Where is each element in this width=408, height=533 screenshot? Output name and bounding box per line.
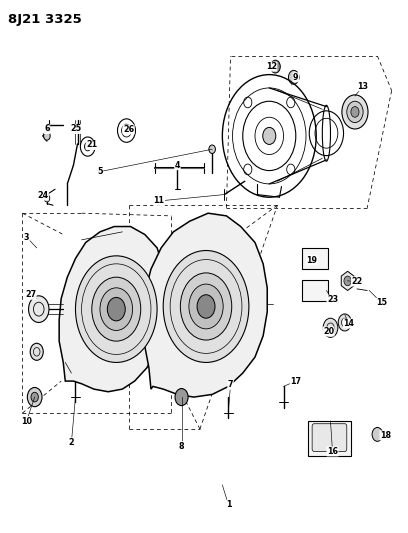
Text: 21: 21 — [86, 141, 98, 149]
Circle shape — [44, 195, 50, 202]
Text: 27: 27 — [25, 290, 36, 299]
Text: 25: 25 — [70, 125, 81, 133]
Circle shape — [344, 276, 351, 286]
Circle shape — [180, 273, 232, 340]
Polygon shape — [341, 271, 354, 290]
Circle shape — [263, 127, 276, 144]
Circle shape — [288, 70, 299, 84]
Circle shape — [84, 142, 91, 151]
Text: 14: 14 — [344, 319, 354, 328]
Circle shape — [31, 392, 38, 402]
FancyBboxPatch shape — [302, 248, 328, 269]
Circle shape — [271, 60, 280, 73]
Circle shape — [175, 389, 188, 406]
FancyBboxPatch shape — [312, 424, 347, 451]
Circle shape — [30, 343, 43, 360]
Polygon shape — [143, 213, 267, 397]
Text: 8J21 3325: 8J21 3325 — [8, 13, 82, 26]
Text: 3: 3 — [24, 233, 29, 241]
Circle shape — [100, 288, 133, 330]
Text: 4: 4 — [175, 161, 180, 169]
Circle shape — [75, 256, 157, 362]
Circle shape — [372, 427, 383, 441]
Circle shape — [107, 297, 125, 321]
Text: 18: 18 — [380, 431, 391, 440]
Polygon shape — [59, 227, 167, 392]
Text: 19: 19 — [307, 256, 317, 264]
Circle shape — [342, 95, 368, 129]
FancyBboxPatch shape — [302, 280, 328, 301]
Text: 13: 13 — [358, 82, 368, 91]
Text: 10: 10 — [21, 417, 32, 425]
Text: 26: 26 — [123, 125, 134, 134]
Circle shape — [92, 277, 141, 341]
Text: 17: 17 — [290, 377, 301, 385]
Circle shape — [323, 318, 338, 337]
Bar — [308, 421, 351, 456]
Text: 9: 9 — [293, 73, 299, 82]
Circle shape — [351, 107, 359, 117]
Circle shape — [44, 132, 50, 140]
Circle shape — [347, 101, 363, 123]
Text: 15: 15 — [376, 298, 387, 307]
Text: 6: 6 — [44, 125, 50, 133]
Circle shape — [29, 296, 49, 322]
Text: 24: 24 — [37, 191, 49, 200]
Text: 7: 7 — [228, 381, 233, 389]
Text: 16: 16 — [327, 447, 338, 456]
Text: 5: 5 — [97, 167, 103, 176]
Text: 12: 12 — [266, 62, 277, 71]
Circle shape — [197, 295, 215, 318]
Circle shape — [163, 251, 249, 362]
Circle shape — [209, 145, 215, 154]
Circle shape — [27, 387, 42, 407]
Circle shape — [189, 284, 223, 329]
Text: 2: 2 — [69, 438, 74, 447]
Text: 22: 22 — [351, 277, 363, 286]
Text: 8: 8 — [179, 442, 184, 450]
Text: 11: 11 — [154, 197, 164, 205]
Text: 1: 1 — [226, 500, 231, 509]
Circle shape — [338, 314, 351, 331]
Text: 20: 20 — [323, 327, 334, 336]
Text: 23: 23 — [327, 295, 338, 304]
